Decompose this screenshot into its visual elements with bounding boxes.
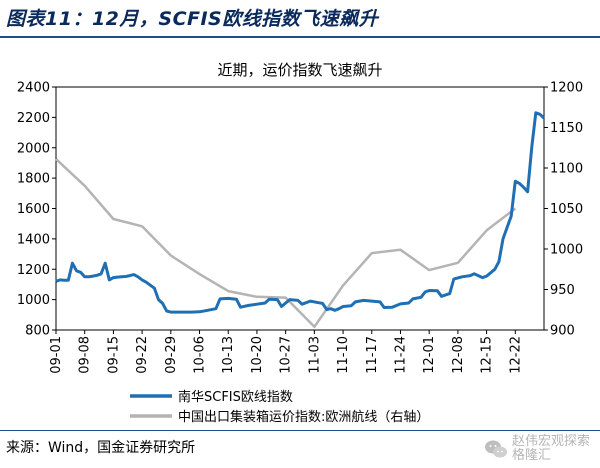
x-tick-label: 12-01 — [422, 336, 437, 374]
left-y-tick-label: 1800 — [17, 172, 50, 187]
right-y-tick-label: 1050 — [550, 202, 583, 217]
right-y-tick-label: 950 — [550, 283, 575, 298]
left-y-tick-label: 2000 — [17, 141, 50, 156]
title-divider — [0, 36, 600, 38]
legend: 南华SCFIS欧线指数 中国出口集装箱运价指数:欧洲航线（右轴） — [130, 389, 429, 425]
x-tick-label: 10-20 — [250, 336, 265, 374]
watermark: 赵伟宏观探索 格隆汇 — [484, 432, 590, 466]
left-y-tick-label: 1600 — [17, 202, 50, 217]
right-y-tick-label: 1150 — [550, 121, 583, 136]
left-y-tick-label: 2400 — [17, 81, 50, 96]
watermark-line1: 赵伟宏观探索 — [511, 434, 590, 449]
x-tick-label: 10-27 — [279, 336, 294, 374]
chart-title: 近期，运价指数飞速飙升 — [217, 61, 382, 79]
wechat-icon — [484, 440, 507, 458]
x-tick-label: 09-15 — [106, 336, 121, 374]
x-tick-label: 09-29 — [164, 336, 179, 374]
left-y-axis: 800 1000 1200 1400 1600 1800 2000 2200 2400 — [17, 81, 56, 339]
source-divider — [0, 430, 600, 431]
figure-title: 图表11：12月，SCFIS欧线指数飞速飙升 — [6, 8, 379, 30]
x-tick-label: 11-17 — [365, 336, 380, 374]
x-tick-label: 09-01 — [49, 336, 64, 374]
x-tick-label: 12-08 — [451, 336, 466, 374]
left-y-tick-label: 1400 — [17, 232, 50, 247]
right-y-tick-label: 1200 — [550, 81, 583, 96]
legend-item-ccfi: 中国出口集装箱运价指数:欧洲航线（右轴） — [130, 409, 429, 425]
chart: 近期，运价指数飞速飙升 800 1000 1200 1400 1600 1800 2000 2… — [17, 61, 583, 425]
x-axis: 09-01 09-08 09-15 09-22 09-29 10-06 10-13 10-20… — [49, 330, 523, 374]
x-tick-label: 11-03 — [307, 336, 322, 374]
x-tick-label: 11-24 — [393, 336, 408, 374]
x-tick-label: 10-13 — [221, 336, 236, 374]
left-y-tick-label: 1000 — [17, 293, 50, 308]
source-note: 来源：Wind，国金证券研究所 — [6, 440, 196, 456]
plot-area — [55, 86, 545, 331]
series-line-ccfi — [55, 158, 517, 329]
series-line-scfis — [55, 111, 546, 314]
legend-label-scfis: 南华SCFIS欧线指数 — [178, 389, 293, 405]
left-y-tick-label: 800 — [25, 324, 50, 339]
left-y-tick-label: 1200 — [17, 263, 50, 278]
right-y-tick-label: 900 — [550, 324, 575, 339]
series-layer — [55, 111, 546, 329]
right-y-tick-label: 1100 — [550, 162, 583, 177]
right-y-axis: 900 950 1000 1050 1100 1150 1200 — [544, 81, 583, 339]
watermark-text: 赵伟宏观探索 格隆汇 — [512, 435, 590, 463]
legend-item-scfis: 南华SCFIS欧线指数 — [130, 389, 293, 405]
x-tick-label: 09-22 — [135, 336, 150, 374]
left-y-tick-label: 2200 — [17, 111, 50, 126]
x-tick-label: 10-06 — [193, 336, 208, 374]
right-y-tick-label: 1000 — [550, 243, 583, 258]
x-tick-label: 11-10 — [336, 336, 351, 374]
legend-label-ccfi: 中国出口集装箱运价指数:欧洲航线（右轴） — [178, 409, 429, 425]
x-tick-label: 12-22 — [508, 336, 523, 374]
watermark-line2: 格隆汇 — [511, 448, 551, 463]
x-tick-label: 09-08 — [78, 336, 93, 374]
x-tick-label: 12-15 — [480, 336, 495, 374]
